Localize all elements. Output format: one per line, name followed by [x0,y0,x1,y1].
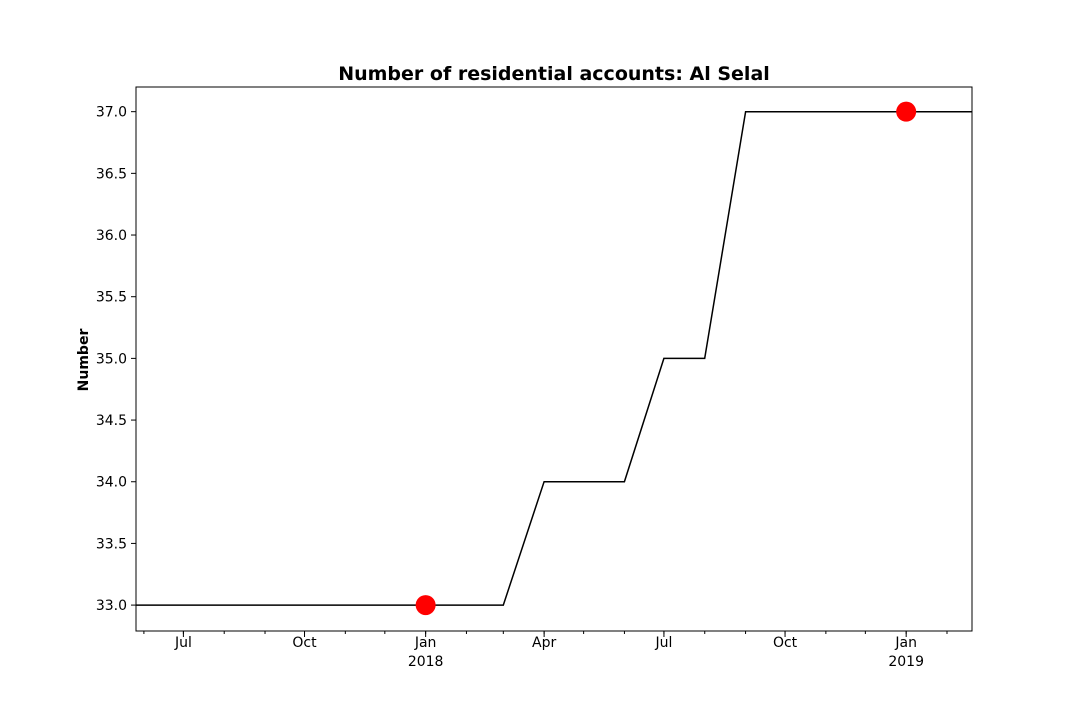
y-tick-label: 35.0 [96,351,127,367]
x-tick-label: Jan [414,635,437,651]
marker-layer [415,101,917,616]
plot-frame [135,86,973,632]
series-layer [136,110,972,606]
x-axis-ticks: Jul Oct Jan 2018 Apr Jul Oct Jan 2019 [143,631,948,670]
x-tick-year-label: 2019 [888,654,924,670]
highlight-marker [896,101,917,122]
y-axis-label: Number [76,329,92,392]
x-tick-label: Jul [174,635,192,651]
x-tick-label: Oct [773,635,798,651]
x-tick-year-label: 2018 [408,654,444,670]
y-tick-label: 34.5 [96,413,127,429]
x-tick-label: Jan [894,635,917,651]
x-tick-label: Jul [654,635,672,651]
highlight-marker [415,595,436,616]
y-tick-label: 34.0 [96,475,127,491]
y-tick-label: 35.5 [96,290,127,306]
y-tick-label: 33.0 [96,598,127,614]
y-tick-label: 33.5 [96,536,127,552]
y-axis-ticks: 33.0 33.5 34.0 34.5 35.0 35.5 36.0 36.5 37.0 [96,105,136,614]
x-tick-label: Apr [532,635,556,651]
y-tick-label: 37.0 [96,105,127,121]
y-tick-label: 36.5 [96,166,127,182]
chart-title: Number of residential accounts: Al Selal [338,63,770,85]
y-tick-label: 36.0 [96,228,127,244]
x-tick-label: Oct [292,635,317,651]
series-line [136,110,972,606]
